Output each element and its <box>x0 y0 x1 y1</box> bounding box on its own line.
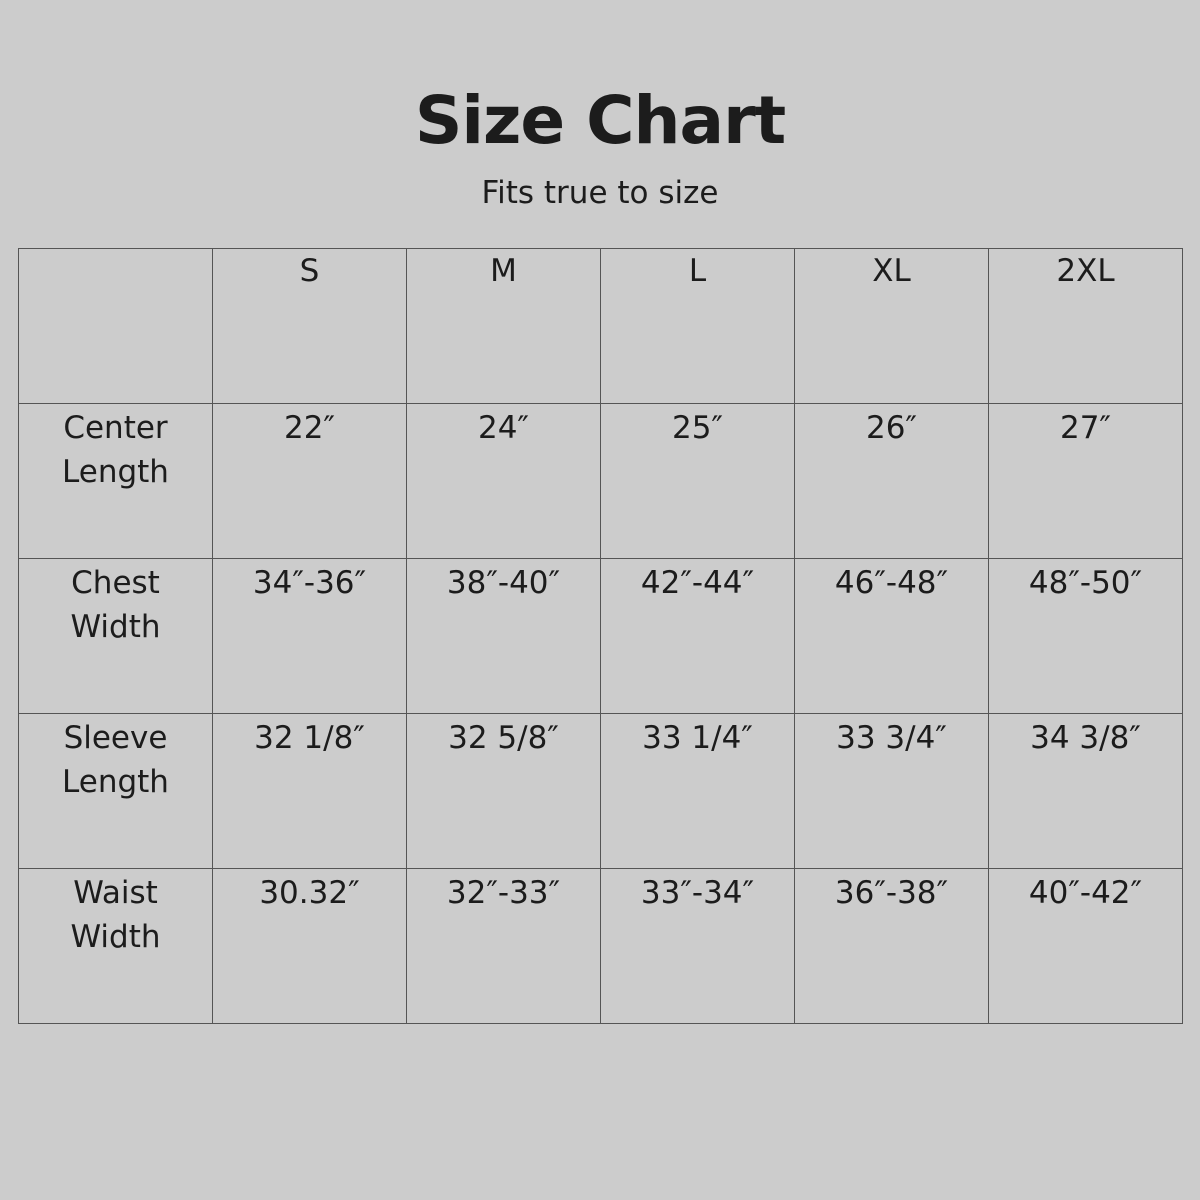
page-title: Size Chart <box>414 82 786 159</box>
measurement-value: 30.32″ <box>259 875 360 911</box>
measurement-value: 32 5/8″ <box>448 720 559 756</box>
measurement-cell: 30.32″ <box>212 868 407 1024</box>
measurement-cell: 25″ <box>600 403 795 559</box>
corner-cell <box>18 248 213 404</box>
header-row: S M L XL 2XL <box>18 248 1183 404</box>
measurement-value: 22″ <box>283 410 336 446</box>
measurement-value: 26″ <box>865 410 918 446</box>
measurement-cell: 27″ <box>988 403 1183 559</box>
row-label-line: Length <box>62 454 169 490</box>
measurement-value: 33″-34″ <box>640 875 755 911</box>
size-header-cell: M <box>406 248 601 404</box>
measurement-value: 32 1/8″ <box>254 720 365 756</box>
measurement-cell: 33″-34″ <box>600 868 795 1024</box>
measurement-cell: 48″-50″ <box>988 558 1183 714</box>
size-label: L <box>688 253 707 289</box>
measurement-value: 38″-40″ <box>446 565 561 601</box>
size-label: M <box>490 253 517 289</box>
row-label-line: Sleeve <box>63 720 168 756</box>
measurement-cell: 32 1/8″ <box>212 713 407 869</box>
measurement-cell: 36″-38″ <box>794 868 989 1024</box>
page-subtitle: Fits true to size <box>481 175 719 211</box>
row-label-line: Width <box>70 919 161 955</box>
measurement-cell: 42″-44″ <box>600 558 795 714</box>
row-label-cell: Sleeve Length <box>18 713 213 869</box>
row-label-cell: Waist Width <box>18 868 213 1024</box>
measurement-cell: 32 5/8″ <box>406 713 601 869</box>
measurement-cell: 46″-48″ <box>794 558 989 714</box>
row-label: Sleeve Length <box>19 714 212 804</box>
row-label-line: Waist <box>73 875 158 911</box>
measurement-value: 27″ <box>1059 410 1112 446</box>
row-label-line: Center <box>63 410 168 446</box>
size-header-cell: XL <box>794 248 989 404</box>
measurement-value: 25″ <box>671 410 724 446</box>
measurement-value: 40″-42″ <box>1028 875 1143 911</box>
row-label: Chest Width <box>19 559 212 649</box>
table-row: Chest Width 34″-36″ 38″-40″ 42″-44″ 46″-48″ 48… <box>18 558 1183 714</box>
measurement-cell: 34 3/8″ <box>988 713 1183 869</box>
row-label-cell: Center Length <box>18 403 213 559</box>
measurement-cell: 26″ <box>794 403 989 559</box>
measurement-value: 33 3/4″ <box>836 720 947 756</box>
measurement-cell: 33 1/4″ <box>600 713 795 869</box>
measurement-cell: 38″-40″ <box>406 558 601 714</box>
measurement-value: 42″-44″ <box>640 565 755 601</box>
size-label: XL <box>872 253 911 289</box>
measurement-value: 34 3/8″ <box>1030 720 1141 756</box>
measurement-value: 46″-48″ <box>834 565 949 601</box>
measurement-value: 48″-50″ <box>1028 565 1143 601</box>
size-header-cell: 2XL <box>988 248 1183 404</box>
table-row: Waist Width 30.32″ 32″-33″ 33″-34″ 36″-38″ 40″… <box>18 868 1183 1024</box>
measurement-cell: 22″ <box>212 403 407 559</box>
measurement-value: 36″-38″ <box>834 875 949 911</box>
measurement-cell: 24″ <box>406 403 601 559</box>
row-label-line: Width <box>70 609 161 645</box>
row-label-line: Length <box>62 764 169 800</box>
size-chart-table: S M L XL 2XL Center Length 22″ 24″ 25″ 26″ 27″ Chest… <box>18 248 1183 1024</box>
measurement-cell: 32″-33″ <box>406 868 601 1024</box>
size-label: 2XL <box>1056 253 1115 289</box>
measurement-value: 32″-33″ <box>446 875 561 911</box>
measurement-value: 34″-36″ <box>252 565 367 601</box>
table-row: Sleeve Length 32 1/8″ 32 5/8″ 33 1/4″ 33 3/4″… <box>18 713 1183 869</box>
measurement-value: 33 1/4″ <box>642 720 753 756</box>
size-header-cell: S <box>212 248 407 404</box>
measurement-cell: 34″-36″ <box>212 558 407 714</box>
size-header-cell: L <box>600 248 795 404</box>
measurement-cell: 40″-42″ <box>988 868 1183 1024</box>
measurement-value: 24″ <box>477 410 530 446</box>
row-label: Center Length <box>19 404 212 494</box>
measurement-cell: 33 3/4″ <box>794 713 989 869</box>
size-label: S <box>299 253 320 289</box>
table-row: Center Length 22″ 24″ 25″ 26″ 27″ <box>18 403 1183 559</box>
row-label-cell: Chest Width <box>18 558 213 714</box>
row-label-line: Chest <box>71 565 160 601</box>
row-label: Waist Width <box>19 869 212 959</box>
